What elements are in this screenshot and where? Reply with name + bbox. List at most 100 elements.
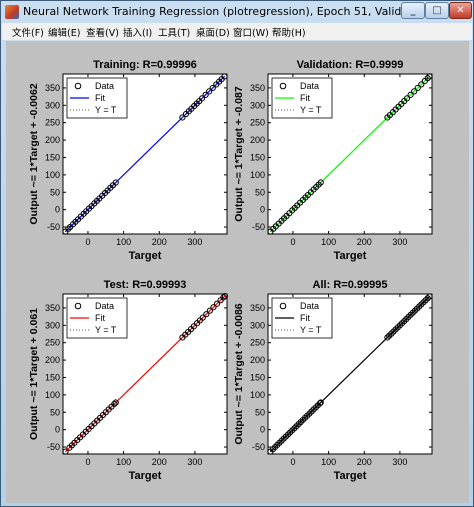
- y-tick-label: -50: [47, 442, 60, 452]
- data-point: [199, 314, 206, 321]
- menu-insert[interactable]: 插入(I): [123, 28, 153, 39]
- y-tick-label: 150: [250, 152, 265, 162]
- y-tick-label: 300: [250, 100, 265, 110]
- y-tick-label: 250: [45, 338, 60, 348]
- y-tick-label: 100: [45, 390, 60, 400]
- legend-data-label: Data: [300, 81, 319, 91]
- x-tick-label: 300: [392, 457, 407, 467]
- legend-fit-label: Fit: [300, 313, 310, 323]
- minimize-button[interactable]: _: [401, 2, 425, 19]
- data-point: [426, 73, 433, 80]
- data-point: [112, 179, 119, 186]
- x-tick-label: 300: [392, 237, 407, 247]
- regression-plot-1: Training: R=0.99996 0 100 200 300 -50 0 50 100 15…: [28, 59, 228, 262]
- y-tick-label: 50: [255, 187, 265, 197]
- data-point: [206, 307, 213, 314]
- y-axis-label: Output ~= 1*Target + -0.087: [233, 86, 245, 222]
- y-tick-label: 0: [55, 425, 60, 435]
- data-point: [317, 179, 324, 186]
- y-tick-label: -50: [252, 222, 265, 232]
- menu-file[interactable]: 文件(F): [12, 28, 44, 39]
- y-tick-label: 250: [250, 118, 265, 128]
- y-tick-label: -50: [47, 222, 60, 232]
- figure-canvas: Training: R=0.99996 0 100 200 300 -50 0 50 100 15…: [6, 41, 469, 503]
- legend-identity-label: Y = T: [95, 105, 117, 115]
- menu-edit[interactable]: 编辑(E): [48, 28, 81, 39]
- data-point: [418, 81, 425, 88]
- menu-view[interactable]: 查看(V): [86, 28, 119, 39]
- menu-tools[interactable]: 工具(T): [158, 28, 191, 39]
- data-point: [411, 88, 418, 95]
- data-point: [414, 84, 421, 92]
- legend-identity-label: Y = T: [300, 325, 322, 335]
- data-point: [426, 293, 433, 300]
- regression-plot-3: Test: R=0.99993 0 100 200 300 -50 0 50 100 150 200…: [28, 279, 228, 482]
- legend-data-marker: [279, 302, 287, 310]
- title-bar[interactable]: Neural Network Training Regression (plot…: [1, 1, 473, 23]
- x-axis-label: Target: [334, 250, 367, 262]
- y-tick-label: 50: [255, 407, 265, 417]
- y-axis-label: Output ~= 1*Target + -0.0086: [233, 303, 245, 444]
- legend-identity-label: Y = T: [95, 325, 117, 335]
- x-tick-label: 100: [116, 457, 131, 467]
- maximize-button[interactable]: □: [425, 2, 449, 19]
- y-tick-label: 50: [50, 407, 60, 417]
- legend-fit-label: Fit: [95, 313, 105, 323]
- y-tick-label: 350: [250, 303, 265, 313]
- y-tick-label: 100: [250, 390, 265, 400]
- data-point: [179, 114, 186, 121]
- y-tick-label: 200: [250, 135, 265, 145]
- data-point: [213, 300, 221, 307]
- x-tick-label: 0: [85, 457, 90, 467]
- x-tick-label: 100: [116, 237, 131, 247]
- y-tick-label: 150: [45, 372, 60, 382]
- data-point: [424, 75, 431, 82]
- x-tick-label: 0: [85, 237, 90, 247]
- plot-title: All: R=0.99995: [313, 279, 388, 291]
- menu-help[interactable]: 帮助(H): [272, 28, 306, 39]
- data-point: [209, 84, 216, 92]
- y-tick-label: 250: [250, 338, 265, 348]
- data-point: [403, 95, 411, 102]
- data-point: [202, 91, 209, 98]
- minimize-icon: _: [410, 5, 416, 16]
- legend-data-marker: [74, 82, 82, 90]
- regression-plots: Training: R=0.99996 0 100 200 300 -50 0 50 100 15…: [28, 59, 433, 482]
- x-axis-label: Target: [129, 250, 162, 262]
- menu-desktop[interactable]: 桌面(D): [196, 28, 230, 39]
- legend-fit-label: Fit: [300, 93, 310, 103]
- y-tick-label: 300: [45, 100, 60, 110]
- data-point: [407, 91, 414, 98]
- x-tick-label: 200: [357, 457, 372, 467]
- y-tick-label: 200: [45, 135, 60, 145]
- y-tick-label: 300: [45, 320, 60, 330]
- menu-window[interactable]: 窗口(W): [233, 28, 269, 39]
- close-icon: ✕: [456, 5, 465, 16]
- regression-plot-2: Validation: R=0.9999 0 100 200 300 -50 0 50 100 1…: [233, 59, 433, 262]
- legend-data-marker: [74, 302, 82, 310]
- data-point: [220, 294, 227, 301]
- y-tick-label: -50: [252, 442, 265, 452]
- y-tick-label: 300: [250, 320, 265, 330]
- x-tick-label: 0: [290, 237, 295, 247]
- y-tick-label: 0: [260, 205, 265, 215]
- y-tick-label: 200: [250, 355, 265, 365]
- y-axis-label: Output ~= 1*Target + -0.0062: [28, 83, 40, 224]
- data-point: [221, 73, 228, 80]
- y-tick-label: 0: [260, 425, 265, 435]
- close-button[interactable]: ✕: [449, 2, 472, 19]
- data-point: [190, 323, 197, 330]
- x-tick-label: 0: [290, 457, 295, 467]
- fit-line: [65, 76, 225, 232]
- y-tick-label: 0: [55, 205, 60, 215]
- data-point: [111, 400, 118, 408]
- y-tick-label: 350: [45, 303, 60, 313]
- x-tick-label: 200: [357, 237, 372, 247]
- regression-plot-4: All: R=0.99995 0 100 200 300 -50 0 50 100 150 200 2…: [233, 279, 433, 482]
- data-point: [316, 400, 324, 407]
- data-point: [221, 292, 228, 300]
- data-point: [210, 304, 217, 311]
- data-point: [384, 334, 391, 341]
- x-tick-label: 300: [187, 237, 202, 247]
- y-tick-label: 100: [250, 170, 265, 180]
